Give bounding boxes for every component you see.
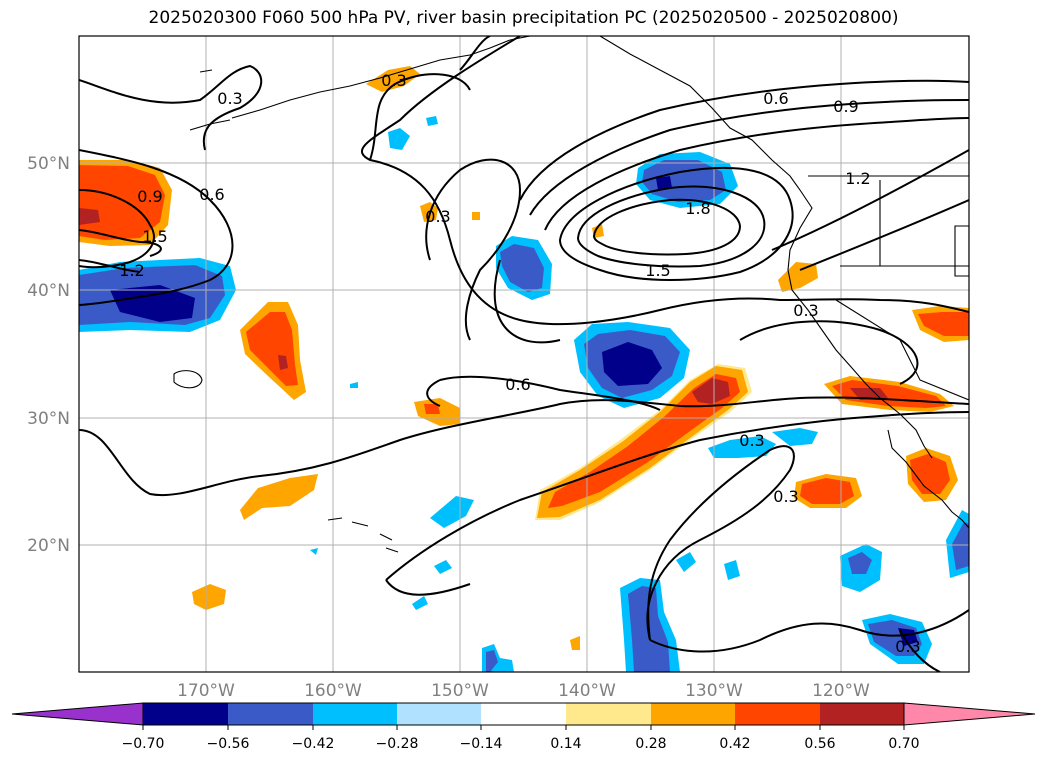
lon-tick-labels: 170°W 160°W 150°W 140°W 130°W 120°W bbox=[177, 681, 870, 701]
contour-label: 1.5 bbox=[142, 227, 167, 246]
colorbar-tick-label: 0.70 bbox=[888, 736, 919, 752]
lat-tick-label: 40°N bbox=[27, 281, 70, 301]
colorbar-tick-label: 0.28 bbox=[635, 736, 666, 752]
contour-label: 0.3 bbox=[773, 487, 798, 506]
colorbar-frame bbox=[142, 702, 905, 726]
colorbar-swatch bbox=[143, 703, 228, 725]
colorbar-tick-label: 0.42 bbox=[719, 736, 750, 752]
colorbar-swatch bbox=[313, 703, 397, 725]
contour-label: 0.3 bbox=[217, 89, 242, 108]
contour-label: 0.3 bbox=[793, 301, 818, 320]
colorbar-tick-label: −0.42 bbox=[292, 736, 335, 752]
colorbar-swatch bbox=[820, 703, 904, 725]
colorbar-extend-high bbox=[903, 702, 1036, 726]
contour-label: 0.3 bbox=[425, 207, 450, 226]
colorbar-swatch bbox=[228, 703, 313, 725]
colorbar-tick-label: −0.28 bbox=[376, 736, 419, 752]
lat-tick-labels: 50°N 40°N 30°N 20°N bbox=[27, 154, 70, 556]
colorbar-swatch bbox=[651, 703, 735, 725]
lon-tick-label: 130°W bbox=[685, 681, 743, 701]
contour-label: 1.5 bbox=[645, 261, 670, 280]
contour-label: 0.3 bbox=[739, 431, 764, 450]
lon-tick-label: 150°W bbox=[431, 681, 489, 701]
lat-tick-label: 30°N bbox=[27, 409, 70, 429]
colorbar-tick-label: −0.14 bbox=[460, 736, 503, 752]
contour-label: 0.3 bbox=[381, 71, 406, 90]
contour-label: 0.6 bbox=[763, 89, 788, 108]
colorbar-tick-label: −0.70 bbox=[122, 736, 165, 752]
map-title: 2025020300 F060 500 hPa PV, river basin … bbox=[148, 8, 899, 28]
contour-label: 0.6 bbox=[199, 185, 224, 204]
contour-label: 1.2 bbox=[119, 261, 144, 280]
colorbar-swatch bbox=[397, 703, 481, 725]
colorbar-tick-label: −0.56 bbox=[207, 736, 250, 752]
colorbar-swatch bbox=[481, 703, 566, 725]
colorbar-extend-low bbox=[11, 702, 144, 726]
lon-tick-label: 120°W bbox=[812, 681, 870, 701]
colorbar-tick-label: 0.14 bbox=[550, 736, 581, 752]
colorbar: −0.70 −0.56 −0.42 −0.28 −0.14 0.14 0.28 … bbox=[11, 702, 1036, 752]
contour-label: 1.2 bbox=[845, 169, 870, 188]
lat-tick-label: 50°N bbox=[27, 154, 70, 174]
map-frame bbox=[78, 35, 970, 673]
map-area: 0.3 0.9 0.6 1.5 1.2 0.3 0.6 0.9 1.2 1.8 … bbox=[79, 36, 969, 672]
colorbar-swatch bbox=[566, 703, 651, 725]
graticule bbox=[79, 36, 969, 672]
contour-label: 0.6 bbox=[505, 375, 530, 394]
contour-label: 0.9 bbox=[137, 187, 162, 206]
colorbar-tick-label: 0.56 bbox=[804, 736, 835, 752]
contour-label: 1.8 bbox=[685, 199, 710, 218]
contour-label: 0.3 bbox=[895, 637, 920, 656]
pv-contours bbox=[79, 36, 969, 672]
lat-tick-label: 20°N bbox=[27, 536, 70, 556]
precip-shading bbox=[79, 66, 969, 672]
colorbar-swatch bbox=[735, 703, 820, 725]
contour-labels: 0.3 0.9 0.6 1.5 1.2 0.3 0.6 0.9 1.2 1.8 … bbox=[119, 71, 920, 656]
lon-tick-label: 140°W bbox=[558, 681, 616, 701]
lon-tick-label: 160°W bbox=[304, 681, 362, 701]
contour-label: 0.9 bbox=[833, 97, 858, 116]
lon-tick-label: 170°W bbox=[177, 681, 235, 701]
